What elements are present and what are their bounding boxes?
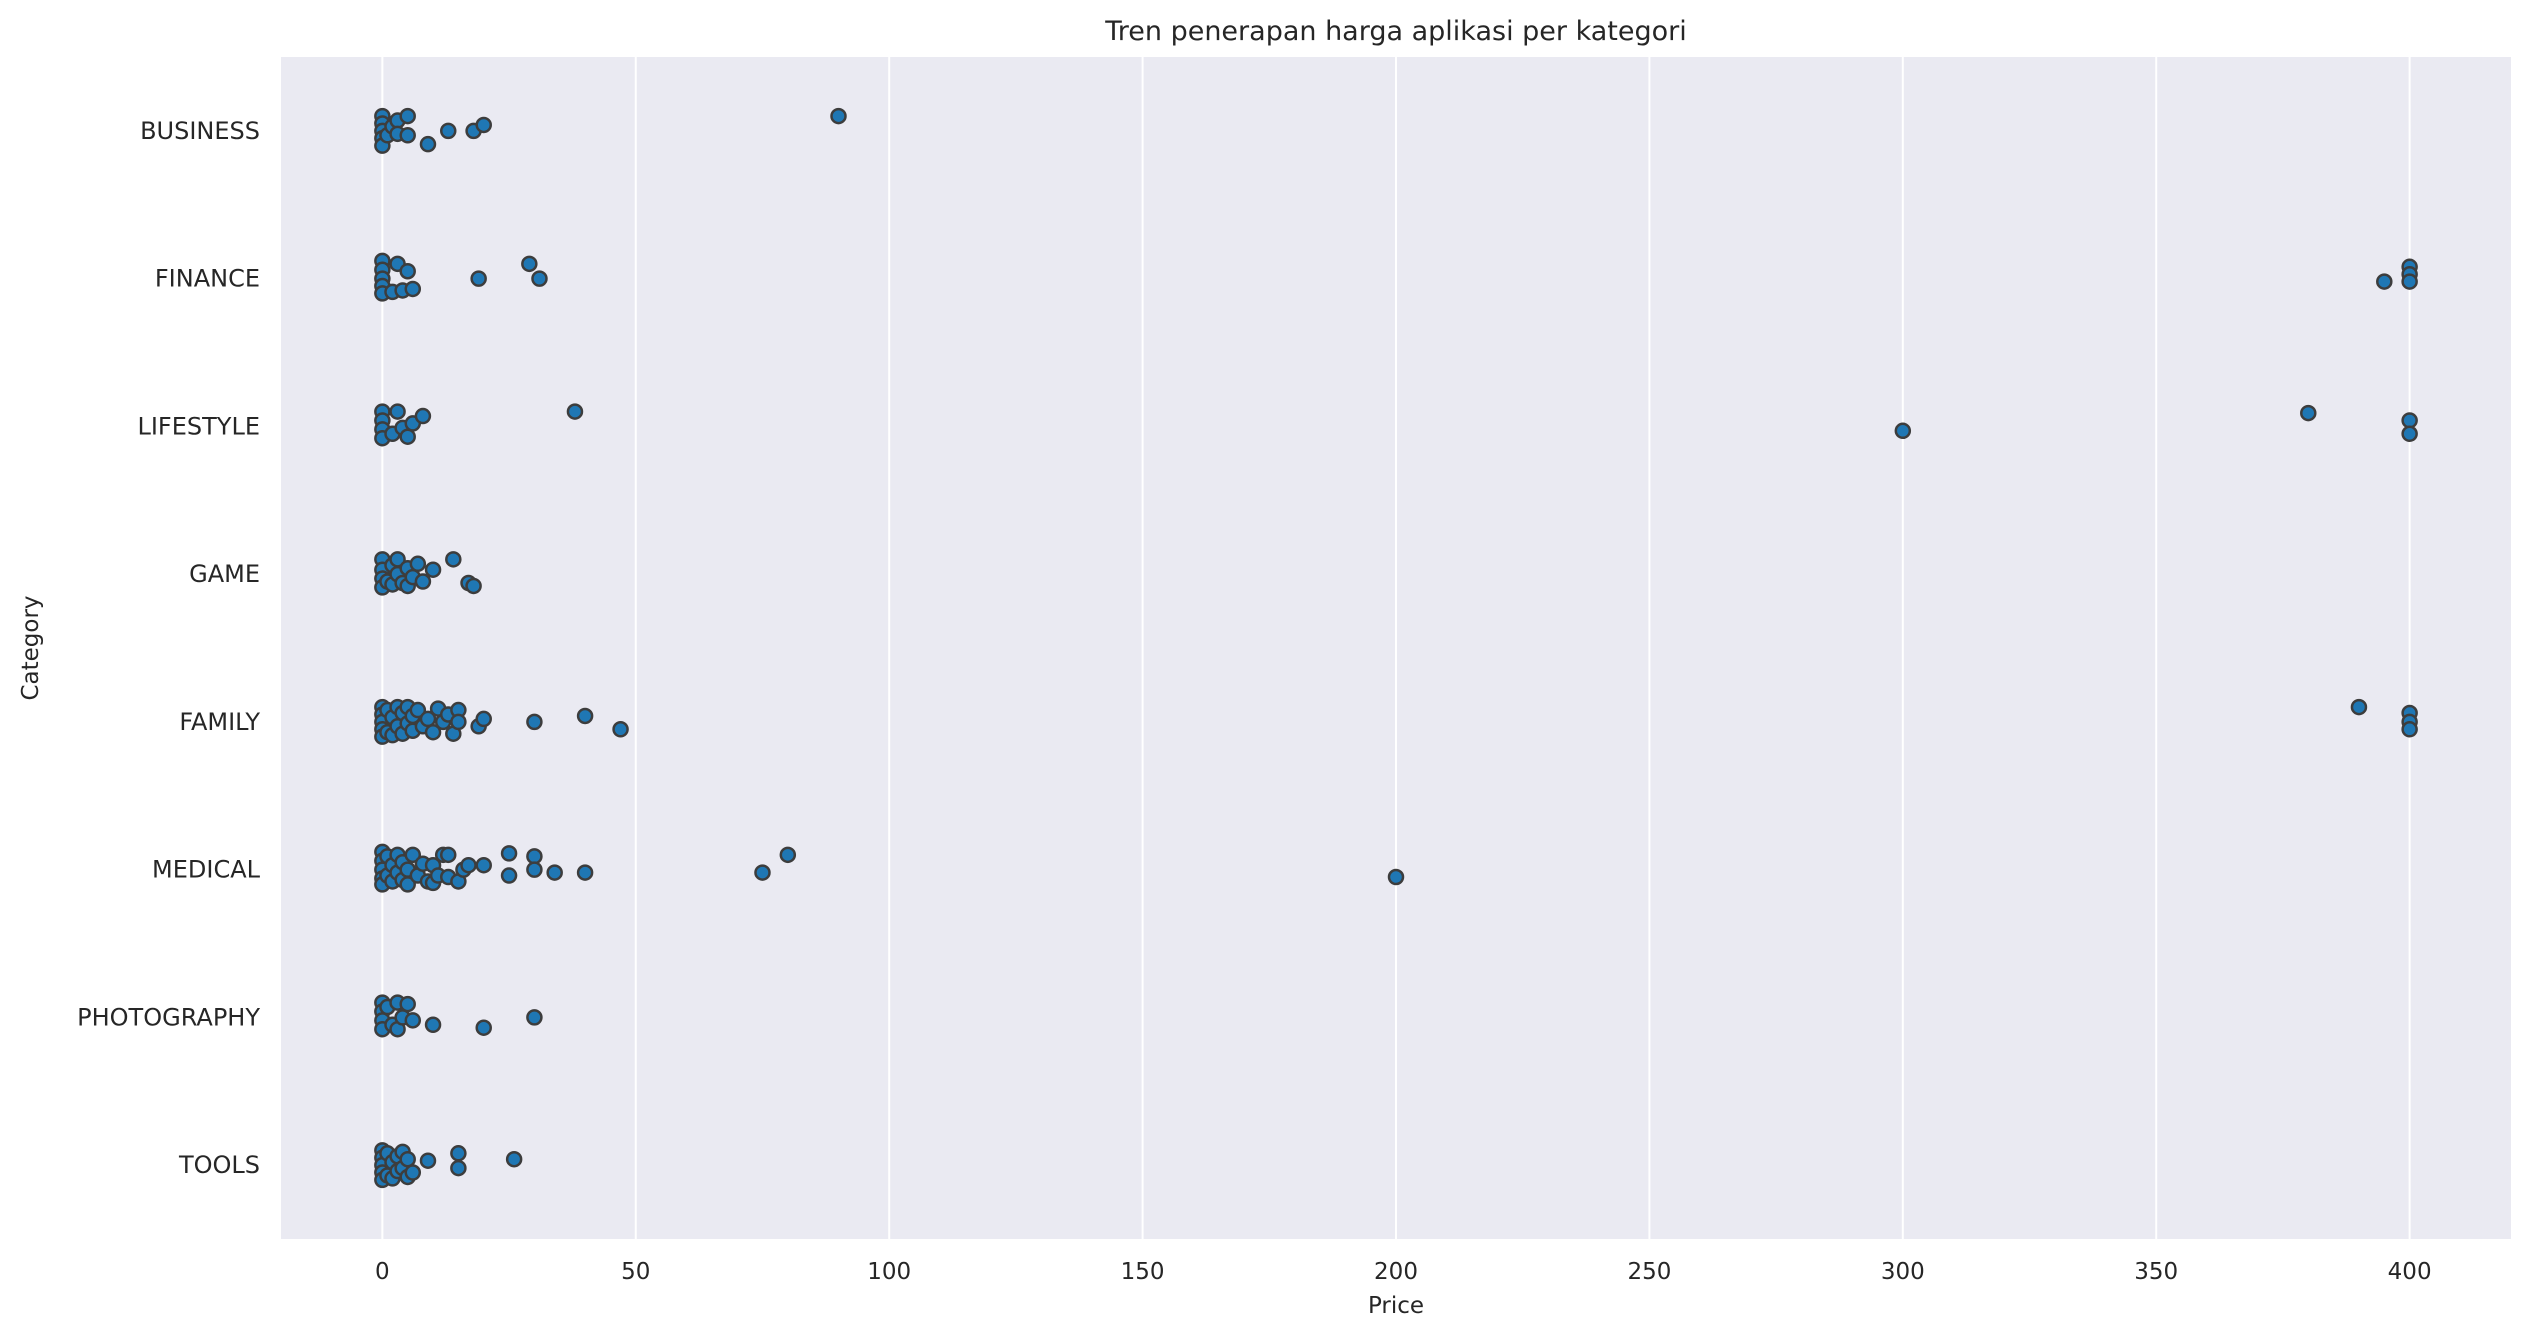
x-tick-labels: 0 50 100 150 200 250 300 350 400 [375, 1259, 2432, 1285]
chart-title: Tren penerapan harga aplikasi per katego… [1104, 16, 1687, 47]
x-axis-label: Price [1368, 1293, 1424, 1319]
data-point [389, 403, 406, 420]
data-point [1387, 868, 1405, 886]
data-point [526, 848, 543, 865]
data-point [526, 1009, 543, 1026]
x-tick-label: 0 [375, 1259, 390, 1285]
data-point [424, 723, 442, 741]
data-point [399, 876, 416, 893]
data-point [450, 1159, 467, 1177]
data-point [475, 856, 492, 874]
data-point [399, 107, 416, 125]
y-tick-label: BUSINESS [140, 117, 260, 145]
data-point [475, 1019, 492, 1036]
data-point [2401, 425, 2418, 443]
data-point [521, 255, 538, 273]
data-point [2300, 404, 2317, 422]
data-point [576, 707, 594, 725]
data-point [414, 573, 432, 590]
data-point [531, 270, 548, 287]
data-point [440, 122, 457, 140]
data-point [399, 262, 416, 280]
data-point [2376, 273, 2393, 290]
x-tick-label: 350 [2134, 1259, 2178, 1285]
y-tick-labels: BUSINESS FINANCE LIFESTYLE GAME FAMILY MEDICA… [77, 117, 260, 1179]
data-point [460, 856, 477, 874]
data-points [374, 107, 2418, 1189]
data-point [612, 721, 629, 738]
data-point [399, 995, 416, 1013]
y-tick-label: GAME [189, 560, 260, 588]
data-point [399, 127, 416, 144]
data-point [1894, 422, 1912, 440]
data-point [2350, 698, 2368, 716]
data-point [2401, 273, 2418, 290]
data-point [526, 713, 543, 731]
data-point [409, 701, 427, 719]
x-tick-label: 400 [2388, 1259, 2432, 1285]
data-point [779, 846, 797, 864]
y-tick-label: MEDICAL [152, 856, 261, 884]
x-tick-label: 150 [1121, 1259, 1165, 1285]
data-point [450, 713, 467, 731]
data-point [440, 846, 457, 864]
y-axis-label: Category [18, 595, 44, 700]
data-point [450, 1145, 467, 1162]
data-point [505, 1150, 523, 1168]
data-point [399, 1150, 416, 1168]
y-tick-label: FINANCE [155, 265, 260, 293]
x-tick-label: 200 [1374, 1259, 1418, 1285]
data-point [2401, 721, 2418, 738]
x-tick-label: 100 [867, 1259, 911, 1285]
x-tick-label: 250 [1627, 1259, 1671, 1285]
data-point [419, 135, 437, 153]
data-point [445, 551, 462, 568]
data-point [424, 561, 442, 578]
data-point [404, 280, 422, 298]
data-point [470, 270, 487, 287]
data-point [546, 864, 563, 881]
y-tick-label: TOOLS [178, 1151, 260, 1179]
y-tick-label: FAMILY [179, 708, 260, 736]
y-tick-label: PHOTOGRAPHY [77, 1003, 260, 1031]
data-point [475, 710, 492, 728]
data-point [566, 403, 584, 420]
data-point [830, 107, 847, 125]
data-point [500, 845, 518, 862]
data-point [404, 1012, 422, 1029]
data-point [404, 1164, 422, 1181]
data-point [576, 864, 594, 881]
x-tick-label: 50 [621, 1259, 650, 1285]
data-point [754, 864, 771, 881]
data-point [414, 407, 432, 425]
data-point [424, 1016, 442, 1034]
data-point [419, 1152, 437, 1169]
data-point [404, 846, 422, 864]
data-point [465, 577, 482, 595]
data-point [2401, 412, 2418, 429]
data-point [526, 861, 543, 878]
data-point [409, 555, 427, 573]
data-point [475, 116, 492, 134]
x-tick-label: 300 [1881, 1259, 1925, 1285]
data-point [399, 428, 416, 445]
data-point [500, 867, 518, 884]
y-tick-label: LIFESTYLE [137, 412, 260, 440]
